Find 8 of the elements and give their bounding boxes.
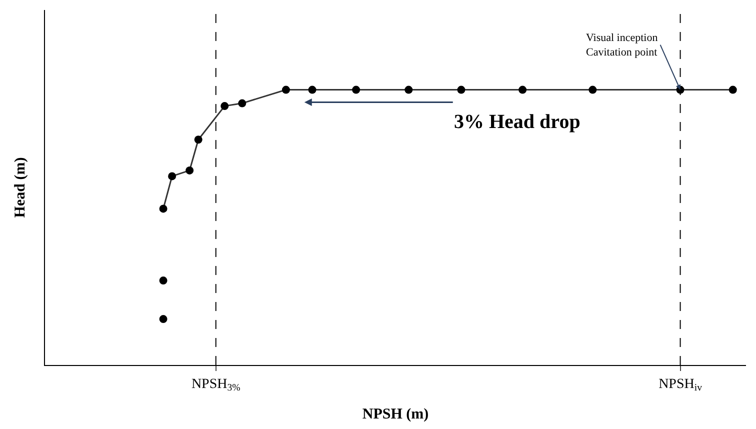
x-tick-label: NPSH$_{3%}$	[191, 376, 240, 394]
x-axis-title: NPSH (m)	[362, 406, 429, 423]
point	[159, 315, 168, 324]
annotation: 3% Head drop	[454, 111, 580, 133]
annotation: Visual inception Cavitation point	[586, 32, 658, 58]
point	[159, 276, 168, 285]
y-axis-title: Head (m)	[12, 157, 28, 218]
x-tick-label: NPSH$_{iv}$	[658, 376, 702, 394]
